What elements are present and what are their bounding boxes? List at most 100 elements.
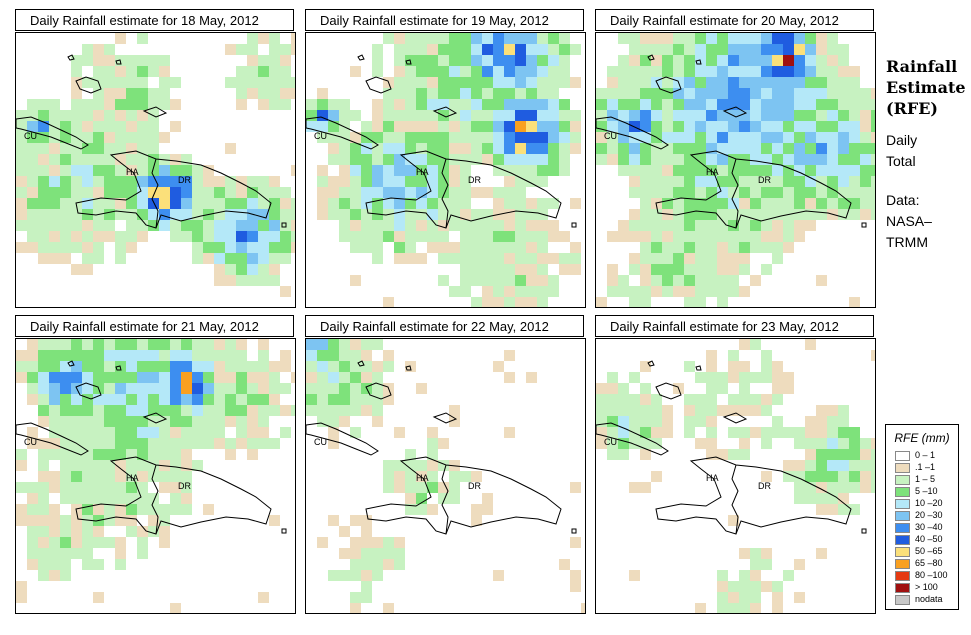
rainfall-cell	[38, 121, 49, 132]
title-line: Estimate	[886, 78, 966, 97]
rainfall-cell	[570, 110, 581, 121]
rainfall-cell	[816, 110, 827, 121]
rainfall-cell	[60, 405, 71, 416]
rainfall-cell	[115, 88, 126, 99]
rainfall-cell	[71, 416, 82, 427]
rainfall-cell	[640, 242, 651, 253]
rainfall-cell	[317, 121, 328, 132]
rainfall-cell	[827, 121, 838, 132]
rainfall-cell	[706, 99, 717, 110]
rainfall-cell	[82, 77, 93, 88]
rainfall-cell	[317, 198, 328, 209]
rainfall-cell	[427, 220, 438, 231]
rainfall-cell	[16, 482, 27, 493]
rainfall-cell	[537, 77, 548, 88]
rainfall-cell	[526, 143, 537, 154]
rainfall-cell	[794, 66, 805, 77]
rainfall-cell	[493, 242, 504, 253]
rainfall-cell	[427, 198, 438, 209]
rainfall-cell	[838, 132, 849, 143]
rainfall-cell	[159, 55, 170, 66]
rainfall-cell	[629, 482, 640, 493]
rainfall-cell	[739, 231, 750, 242]
rainfall-cell	[339, 548, 350, 559]
rainfall-cell	[126, 55, 137, 66]
rainfall-cell	[214, 383, 225, 394]
rainfall-cell	[339, 231, 350, 242]
rainfall-cell	[280, 198, 291, 209]
rainfall-cell	[258, 99, 269, 110]
rainfall-cell	[618, 77, 629, 88]
rainfall-cell	[673, 253, 684, 264]
rainfall-cell	[618, 99, 629, 110]
rainfall-cell	[640, 66, 651, 77]
rainfall-cell	[71, 176, 82, 187]
rainfall-cell	[236, 187, 247, 198]
rainfall-cell	[115, 383, 126, 394]
rainfall-cell	[27, 361, 38, 372]
rainfall-cell	[170, 405, 181, 416]
rainfall-cell	[838, 449, 849, 460]
rainfall-cell	[27, 559, 38, 570]
rainfall-cell	[651, 264, 662, 275]
rainfall-cell	[181, 438, 192, 449]
rainfall-cell	[706, 187, 717, 198]
coastline	[647, 54, 655, 61]
rainfall-cell	[728, 176, 739, 187]
rainfall-cell	[159, 482, 170, 493]
rainfall-cell	[739, 198, 750, 209]
rainfall-cell	[361, 581, 372, 592]
rainfall-cell	[706, 449, 717, 460]
rainfall-cell	[471, 77, 482, 88]
rainfall-cell	[394, 198, 405, 209]
rainfall-cell	[405, 165, 416, 176]
rainfall-cell	[493, 33, 504, 44]
rainfall-cell	[471, 220, 482, 231]
rainfall-cell	[471, 297, 482, 307]
rainfall-cell	[236, 438, 247, 449]
rainfall-cell	[849, 449, 860, 460]
rainfall-cell	[328, 438, 339, 449]
rainfall-cell	[607, 132, 618, 143]
rainfall-cell	[816, 66, 827, 77]
rainfall-cell	[269, 275, 280, 286]
rainfall-cell	[629, 88, 640, 99]
rainfall-cell	[427, 99, 438, 110]
rainfall-cell	[93, 220, 104, 231]
rainfall-cell	[629, 253, 640, 264]
rainfall-cell	[38, 361, 49, 372]
rainfall-cell	[38, 438, 49, 449]
rainfall-cell	[192, 460, 203, 471]
rainfall-cell	[225, 361, 236, 372]
rainfall-cell	[816, 55, 827, 66]
rainfall-cell	[115, 121, 126, 132]
rainfall-cell	[750, 231, 761, 242]
rainfall-cell	[181, 394, 192, 405]
rainfall-cell	[328, 176, 339, 187]
coastline	[655, 150, 852, 229]
rainfall-cell	[247, 187, 258, 198]
rainfall-cell	[827, 44, 838, 55]
rainfall-cell	[537, 264, 548, 275]
rainfall-cell	[717, 66, 728, 77]
rainfall-cell	[38, 372, 49, 383]
rainfall-cell	[706, 394, 717, 405]
rainfall-cell	[596, 394, 607, 405]
rainfall-cell	[772, 581, 783, 592]
rainfall-cell	[16, 361, 27, 372]
rainfall-cell	[126, 383, 137, 394]
legend-label: > 100	[915, 582, 938, 592]
rainfall-cell	[695, 77, 706, 88]
rainfall-cell	[126, 220, 137, 231]
rainfall-cell	[350, 603, 361, 613]
rainfall-cell	[148, 165, 159, 176]
rainfall-cell	[471, 187, 482, 198]
rainfall-cell	[372, 394, 383, 405]
rainfall-cell	[816, 449, 827, 460]
rainfall-cell	[236, 99, 247, 110]
rainfall-cell	[618, 143, 629, 154]
country-label-haiti: HA	[706, 167, 719, 177]
country-label-cuba: CU	[24, 131, 37, 141]
rainfall-cell	[225, 187, 236, 198]
rainfall-cell	[350, 548, 361, 559]
